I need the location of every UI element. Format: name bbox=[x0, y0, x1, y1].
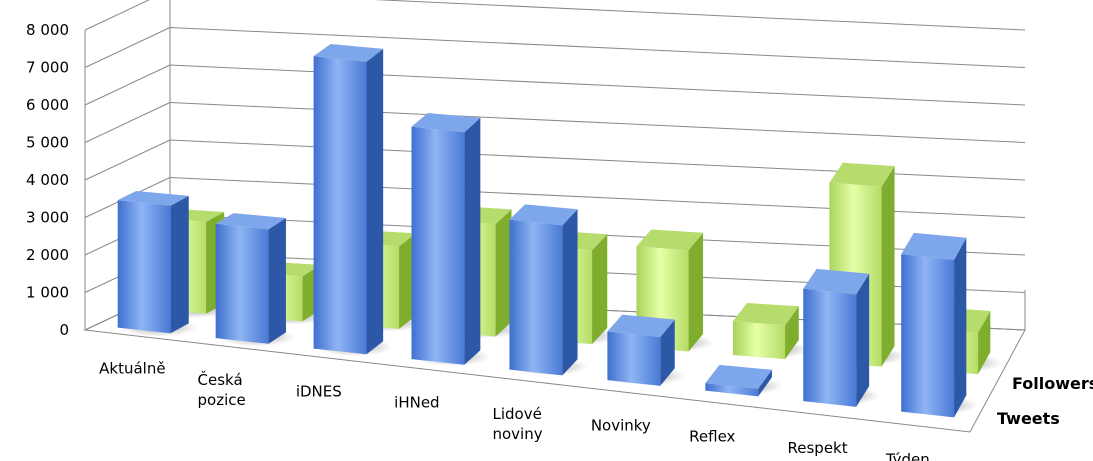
gridline bbox=[84, 27, 171, 68]
y-tick-label: 5 000 bbox=[26, 134, 69, 152]
x-tick-label: Novinky bbox=[591, 416, 651, 434]
gridline bbox=[169, 177, 1026, 218]
series-label-tweets: Tweets bbox=[997, 409, 1060, 428]
series-label-followers: Followers bbox=[1012, 374, 1093, 393]
y-tick-label: 8 000 bbox=[26, 21, 69, 39]
gridline bbox=[373, 0, 1026, 31]
x-tick-label: Lidové noviny bbox=[493, 405, 543, 443]
x-axis: Aktuálně Česká pozice iDNES iHNed Lidové novin… bbox=[99, 360, 930, 461]
y-tick-label: 6 000 bbox=[26, 96, 69, 114]
y-tick-label: 4 000 bbox=[26, 171, 69, 189]
x-tick-label: Respekt bbox=[788, 439, 848, 457]
x-tick-label: Týden bbox=[885, 450, 930, 461]
y-axis: 0 1 000 2 000 3 000 4 000 5 000 6 000 7 000 8 00… bbox=[26, 21, 69, 339]
series-axis: Tweets Followers bbox=[997, 374, 1093, 428]
y-tick-label: 7 000 bbox=[26, 59, 69, 77]
gridline bbox=[169, 64, 1026, 106]
bar-tweets-5 bbox=[607, 314, 686, 386]
bar-tweets-3 bbox=[411, 112, 490, 366]
gridline bbox=[84, 102, 171, 143]
x-tick-label: Česká pozice bbox=[198, 370, 246, 409]
bar-tweets-4 bbox=[509, 204, 588, 376]
bar-tweets-6 bbox=[705, 364, 783, 397]
x-tick-label: iDNES bbox=[296, 382, 342, 400]
bar-tweets-7 bbox=[803, 268, 881, 407]
gridline bbox=[169, 27, 1026, 68]
gridline bbox=[84, 0, 150, 31]
y-tick-label: 3 000 bbox=[26, 209, 69, 227]
bar-tweets-1 bbox=[215, 213, 295, 347]
x-tick-label: Reflex bbox=[689, 428, 735, 446]
bars bbox=[117, 43, 1003, 418]
bar-tweets-2 bbox=[313, 43, 393, 356]
gridline bbox=[84, 139, 171, 181]
y-tick-label: 0 bbox=[59, 321, 69, 339]
y-tick-label: 1 000 bbox=[26, 284, 69, 302]
bar-tweets-8 bbox=[901, 232, 978, 418]
bar-tweets-0 bbox=[117, 190, 198, 337]
x-tick-label: Aktuálně bbox=[99, 360, 165, 378]
gridline bbox=[169, 102, 1026, 143]
y-tick-label: 2 000 bbox=[26, 246, 69, 264]
bar-followers-6 bbox=[732, 303, 810, 360]
gridline bbox=[84, 64, 171, 106]
gridline bbox=[169, 139, 1026, 181]
x-tick-label: iHNed bbox=[394, 394, 439, 412]
